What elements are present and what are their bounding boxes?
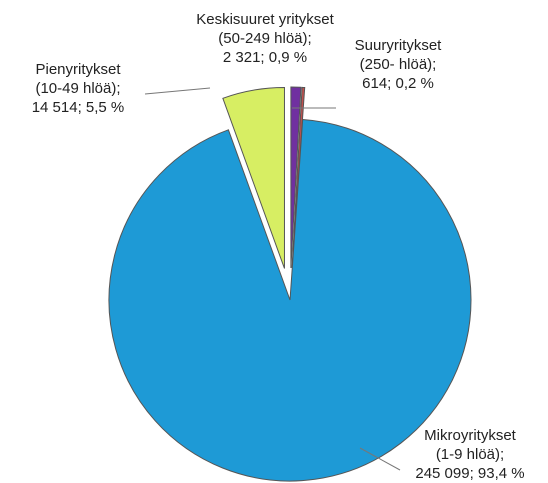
value-label: 245 099; 93,4 % <box>415 465 524 482</box>
slice-name: Keskisuuret yritykset <box>196 11 334 28</box>
value-label: 614; 0,2 % <box>362 75 434 92</box>
slice-name: Pienyritykset <box>35 61 121 78</box>
slice-note: (10-49 hlöä); <box>35 80 120 97</box>
value-label: 2 321; 0,9 % <box>223 49 307 66</box>
labels: Keskisuuret yritykset (50-249 hlöä); 2 321… <box>32 11 525 482</box>
value-label: 14 514; 5,5 % <box>32 99 125 116</box>
slice-name: Mikroyritykset <box>424 427 517 444</box>
pie <box>108 86 472 482</box>
slice-note: (1-9 hlöä); <box>436 446 504 463</box>
pie-slice <box>222 86 285 269</box>
pie-slice <box>290 86 302 269</box>
leader-line <box>359 447 401 471</box>
pie-slice <box>108 118 472 482</box>
slice-note: (250- hlöä); <box>360 56 437 73</box>
slice-name: Suuryritykset <box>355 37 443 54</box>
leader-line <box>144 87 211 95</box>
slice-note: (50-249 hlöä); <box>218 30 311 47</box>
